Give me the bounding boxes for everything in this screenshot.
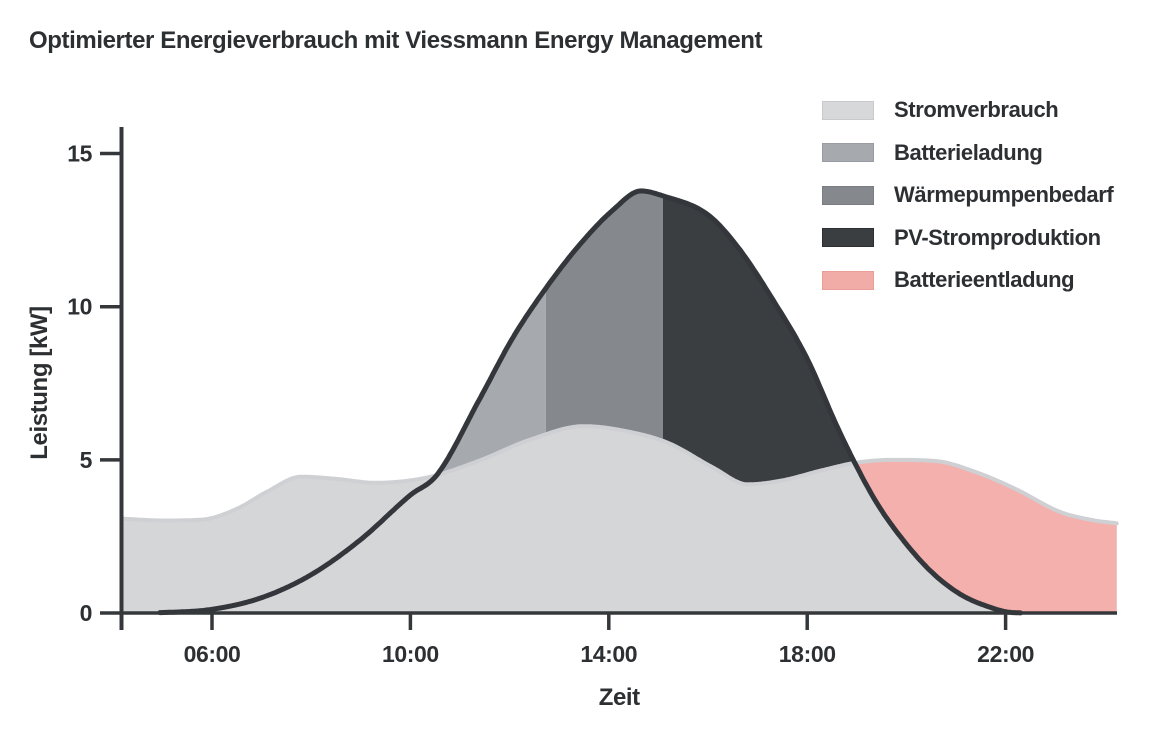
legend-item-pv-production: PV-Stromproduktion (822, 224, 1113, 250)
y-tick-label-10: 10 (67, 294, 92, 320)
legend-label-battery-discharge: Batterieentladung (894, 267, 1075, 292)
x-tick-label-22:00: 22:00 (977, 641, 1034, 667)
legend-swatch-pv-production (822, 228, 874, 247)
y-tick-label-15: 15 (67, 141, 92, 167)
heat-pump-area (545, 190, 663, 441)
legend-label-consumption: Stromverbrauch (894, 97, 1059, 122)
pv-production-area (662, 195, 855, 485)
legend-label-pv-production: PV-Stromproduktion (894, 224, 1101, 250)
legend-item-consumption: Stromverbrauch (822, 97, 1113, 122)
x-tick-label-06:00: 06:00 (184, 641, 241, 667)
pv-curve (157, 188, 1023, 616)
battery-discharge-area (854, 459, 1117, 613)
x-axis-label: Zeit (599, 684, 640, 711)
chart-title: Optimierter Energieverbrauch mit Viessma… (29, 27, 763, 54)
y-tick-label-5: 5 (80, 447, 93, 473)
legend: Stromverbrauch Batterieladung Wärmepumpenb… (822, 97, 1114, 313)
x-tick-label-14:00: 14:00 (580, 641, 637, 667)
legend-item-battery-charge: Batterieladung (822, 139, 1113, 165)
legend-label-heat-pump: Wärmepumpenbedarf (894, 182, 1114, 207)
legend-label-battery-charge: Batterieladung (894, 139, 1043, 165)
consumption-curve (119, 424, 1119, 526)
y-tick-label-0: 0 (80, 600, 92, 626)
x-tick-label-18:00: 18:00 (779, 641, 836, 667)
legend-swatch-battery-charge (822, 143, 874, 162)
legend-item-heat-pump: Wärmepumpenbedarf (822, 182, 1114, 207)
legend-item-battery-discharge: Batterieentladung (822, 267, 1113, 292)
y-axis-label: Leistung [kW] (26, 306, 53, 459)
x-tick-label-10:00: 10:00 (382, 641, 439, 667)
legend-swatch-battery-discharge (822, 270, 874, 290)
legend-swatch-consumption (822, 100, 874, 120)
legend-swatch-heat-pump (822, 185, 874, 205)
